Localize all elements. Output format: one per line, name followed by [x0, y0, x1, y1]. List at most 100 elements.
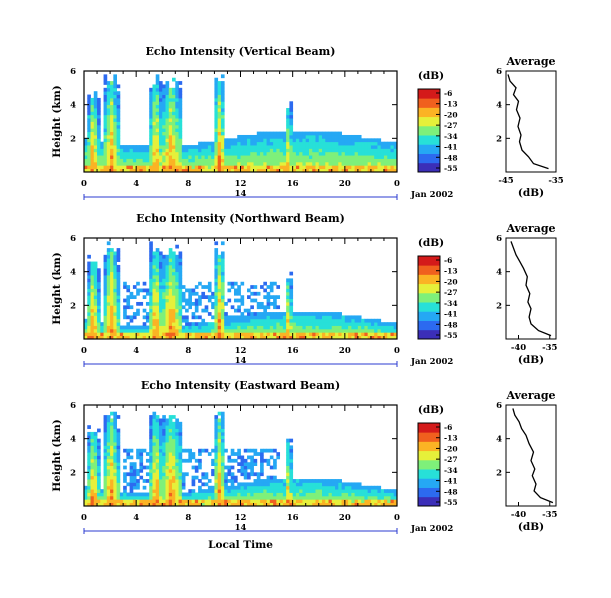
heatmap-cell [116, 295, 121, 299]
heatmap-cell [250, 141, 254, 146]
heatmap-cell [240, 455, 245, 460]
heatmap-cell [214, 258, 219, 262]
heatmap-cell [370, 168, 375, 173]
heatmap-cell [119, 148, 124, 153]
heatmap-cell [158, 322, 163, 326]
heatmap-cell [165, 305, 170, 310]
heatmap-cell [240, 318, 245, 323]
heatmap-cell [155, 462, 160, 466]
heatmap-cell [295, 485, 300, 490]
heatmap-cell [302, 489, 307, 493]
heatmap-cell [103, 328, 108, 333]
heatmap-cell [110, 485, 114, 490]
heatmap-cell [302, 485, 307, 490]
heatmap-cell [185, 155, 189, 159]
heatmap-cell [84, 322, 88, 326]
heatmap-cell [87, 271, 91, 276]
heatmap-cell [247, 315, 251, 320]
heatmap-cell [123, 155, 127, 159]
heatmap-cell [175, 141, 179, 146]
heatmap-cell [214, 495, 219, 500]
heatmap-cell [273, 298, 277, 303]
heatmap-cell [116, 158, 121, 163]
heatmap-cell [263, 288, 267, 293]
heatmap-cell [325, 148, 329, 153]
heatmap-cell [328, 148, 333, 153]
heatmap-cell [217, 295, 222, 299]
heatmap-cell [220, 318, 225, 323]
heatmap-cell [289, 499, 294, 504]
heatmap-cell [87, 455, 91, 460]
heatmap-cell [214, 141, 219, 146]
heatmap-cell [328, 495, 333, 500]
heatmap-cell [162, 145, 166, 149]
heatmap-cell [110, 101, 114, 106]
heatmap-cell [237, 322, 241, 326]
colorbar-unit: (dB) [418, 237, 444, 249]
heatmap-cell [201, 295, 206, 299]
heatmap-cell [260, 148, 264, 153]
heatmap-cell [97, 499, 101, 504]
heatmap-cell [364, 145, 369, 149]
heatmap-cell [263, 161, 267, 166]
heatmap-cell [325, 151, 329, 156]
heatmap-cell [211, 332, 215, 337]
heatmap-cell [152, 151, 157, 156]
heatmap-cell [90, 111, 95, 116]
heatmap-cell [185, 328, 189, 333]
heatmap-cell [93, 138, 98, 143]
heatmap-cell [312, 168, 316, 173]
heatmap-cell [211, 301, 215, 306]
heatmap-cell [113, 499, 117, 504]
heatmap-cell [276, 335, 281, 340]
heatmap-cell [227, 455, 232, 460]
heatmap-cell [198, 165, 202, 170]
heatmap-cell [367, 141, 372, 146]
heatmap-cell [155, 428, 160, 433]
heatmap-cell [149, 485, 153, 490]
heatmap-cell [211, 155, 215, 159]
heatmap-cell [152, 415, 157, 419]
heatmap-cell [162, 264, 166, 269]
heatmap-cell [97, 134, 101, 139]
heatmap-cell [155, 165, 160, 170]
heatmap-cell [178, 94, 183, 99]
heatmap-cell [162, 275, 166, 279]
heatmap-cell [348, 145, 352, 149]
heatmap-cell [162, 442, 166, 446]
heatmap-cell [292, 485, 297, 490]
heatmap-cell [110, 332, 114, 337]
heatmap-cell [211, 448, 215, 453]
heatmap-cell [152, 94, 157, 99]
heatmap-cell [204, 148, 209, 153]
heatmap-cell [295, 492, 300, 497]
heatmap-cell [175, 301, 179, 306]
heatmap-cell [168, 121, 173, 126]
heatmap-cell [178, 138, 183, 143]
heatmap-cell [103, 325, 108, 330]
heatmap-cell [185, 168, 189, 173]
heatmap-cell [217, 411, 222, 416]
heatmap-cell [175, 148, 179, 153]
heatmap-cell [93, 268, 98, 273]
heatmap-cell [237, 495, 241, 500]
heatmap-cell [181, 485, 186, 490]
heatmap-cell [106, 458, 111, 463]
heatmap-cell [390, 332, 395, 337]
heatmap-cell [158, 465, 163, 470]
heatmap-cell [247, 472, 251, 477]
heatmap-cell [123, 158, 127, 163]
heatmap-cell [149, 128, 153, 132]
heatmap-cell [198, 161, 202, 166]
heatmap-cell [90, 495, 95, 500]
heatmap-cell [188, 495, 192, 500]
heatmap-cell [198, 315, 202, 320]
heatmap-cell [295, 158, 300, 163]
heatmap-cell [97, 448, 101, 453]
heatmap-cell [276, 161, 281, 166]
heatmap-cell [217, 134, 222, 139]
heatmap-cell [286, 328, 290, 333]
heatmap-cell [175, 418, 179, 423]
colorbar-tick-label: -48 [444, 487, 458, 496]
heatmap-cell [233, 281, 238, 286]
